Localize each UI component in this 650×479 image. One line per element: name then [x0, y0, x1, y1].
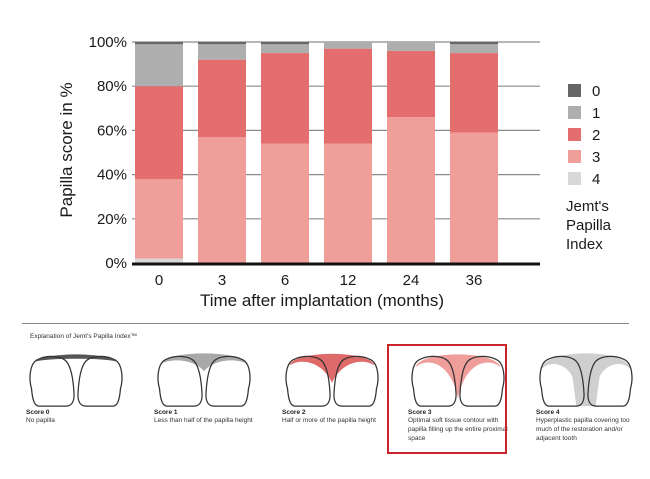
y-tick-label: 40%: [97, 167, 127, 184]
legend-title-line-3: Index: [566, 236, 603, 253]
x-tick-label: 36: [466, 272, 483, 289]
legend-label-2: 2: [592, 127, 600, 144]
legend-label-4: 4: [592, 171, 600, 188]
bar-segment-score-2-month-12: [324, 48, 372, 144]
papilla-illustration: [285, 353, 379, 407]
bar-segment-score-2-month-3: [198, 59, 246, 138]
bar-segment-score-0-month-3: [198, 42, 246, 45]
papilla-illustration: [539, 353, 633, 407]
score-name: Score 4: [536, 409, 560, 416]
legend-swatch-2: [568, 128, 581, 141]
y-axis-title: Papilla score in %: [57, 82, 76, 217]
tooth-outline: [459, 355, 505, 407]
bar-segment-score-3-month-36: [450, 132, 498, 263]
tooth-outline: [205, 355, 251, 407]
x-tick-labels: 0 3 6 12 24 36: [155, 272, 483, 289]
score-name: Score 1: [154, 409, 178, 416]
score-card-3: Score 3 Optimal soft tissue contour with …: [408, 350, 528, 443]
bar-segment-score-1-month-12: [324, 42, 372, 49]
stacked-bar-chart: 0%20%40%60%80%100% 0 3 6 12 24 36 Papilla sco…: [57, 34, 612, 310]
bar-segment-score-2-month-6: [261, 53, 309, 144]
score-name: Score 3: [408, 409, 432, 416]
x-tick-label: 12: [340, 272, 357, 289]
y-tick-labels: 0% 20% 40% 60% 80% 100%: [89, 34, 127, 272]
gum-shape: [161, 353, 247, 372]
tooth-outline: [285, 355, 331, 407]
bar-segment-score-2-month-24: [387, 50, 435, 118]
legend-swatch-4: [568, 172, 581, 185]
legend-label-0: 0: [592, 83, 600, 100]
score-description: Optimal soft tissue contour with papilla…: [408, 417, 508, 442]
legend-swatch-1: [568, 106, 581, 119]
score-description: Less than half of the papilla height: [154, 417, 253, 424]
legend-swatch-0: [568, 84, 581, 97]
score-card-4: Score 4 Hyperplastic papilla covering too…: [536, 350, 650, 443]
tooth-outline: [77, 355, 123, 407]
bar-segment-score-1-month-36: [450, 44, 498, 54]
bar-segment-score-2-month-0: [135, 86, 183, 180]
tooth-outline: [587, 355, 633, 407]
section-divider: [22, 323, 629, 324]
y-tick-label: 0%: [105, 255, 127, 272]
bars: [135, 42, 498, 263]
score-name: Score 2: [282, 409, 306, 416]
bar-segment-score-3-month-24: [387, 117, 435, 263]
score-description: No papilla: [26, 417, 55, 424]
bar-segment-score-1-month-6: [261, 44, 309, 54]
bar-segment-score-3-month-0: [135, 179, 183, 259]
gum-shape: [289, 353, 375, 383]
bar-segment-score-2-month-36: [450, 53, 498, 133]
x-axis-title: Time after implantation (months): [200, 291, 444, 310]
score-description: Half or more of the papilla height: [282, 417, 376, 424]
score-card-2: Score 2 Half or more of the papilla heigh…: [282, 350, 402, 425]
x-tick-label: 3: [218, 272, 226, 289]
bar-segment-score-3-month-6: [261, 143, 309, 263]
tooth-outline: [411, 355, 457, 407]
y-tick-label: 60%: [97, 122, 127, 139]
gum-shape: [35, 354, 117, 362]
tooth-outline: [539, 355, 585, 407]
tooth-outline: [157, 355, 203, 407]
papilla-illustration: [29, 354, 123, 407]
bar-segment-score-1-month-24: [387, 42, 435, 51]
y-tick-label: 80%: [97, 78, 127, 95]
bar-segment-score-4-month-0: [135, 258, 183, 263]
legend-label-1: 1: [592, 105, 600, 122]
score-name: Score 0: [26, 409, 50, 416]
y-tick-label: 100%: [89, 34, 127, 51]
bar-segment-score-3-month-12: [324, 143, 372, 263]
papilla-illustration: [157, 353, 251, 407]
x-tick-label: 0: [155, 272, 163, 289]
score-description: Hyperplastic papilla covering too much o…: [536, 417, 630, 442]
gum-shape: [415, 354, 501, 399]
bar-segment-score-1-month-0: [135, 44, 183, 87]
score-card-1: Score 1 Less than half of the papilla hei…: [154, 350, 274, 425]
bar-segment-score-1-month-3: [198, 44, 246, 60]
x-tick-label: 6: [281, 272, 289, 289]
legend: 0 1 2 3 4: [568, 83, 600, 188]
tooth-outline: [29, 355, 75, 407]
tooth-outline: [333, 355, 379, 407]
legend-title-line-2: Papilla: [566, 217, 612, 234]
x-tick-label: 24: [403, 272, 420, 289]
score-3-highlight-box: [387, 344, 507, 454]
legend-swatch-3: [568, 150, 581, 163]
papilla-illustration: [411, 354, 505, 407]
legend-title-line-1: Jemt's: [566, 198, 609, 215]
bar-segment-score-0-month-6: [261, 42, 309, 45]
legend-label-3: 3: [592, 149, 600, 166]
bar-segment-score-3-month-3: [198, 137, 246, 263]
bar-segment-score-0-month-36: [450, 42, 498, 45]
gum-shape: [541, 353, 631, 407]
explanation-title: Explanation of Jemt's Papilla Index™: [30, 333, 138, 340]
legend-title: Jemt's Papilla Index: [566, 198, 612, 253]
y-tick-label: 20%: [97, 211, 127, 228]
bar-segment-score-0-month-0: [135, 42, 183, 45]
score-card-0: Score 0 No papilla: [26, 350, 146, 425]
